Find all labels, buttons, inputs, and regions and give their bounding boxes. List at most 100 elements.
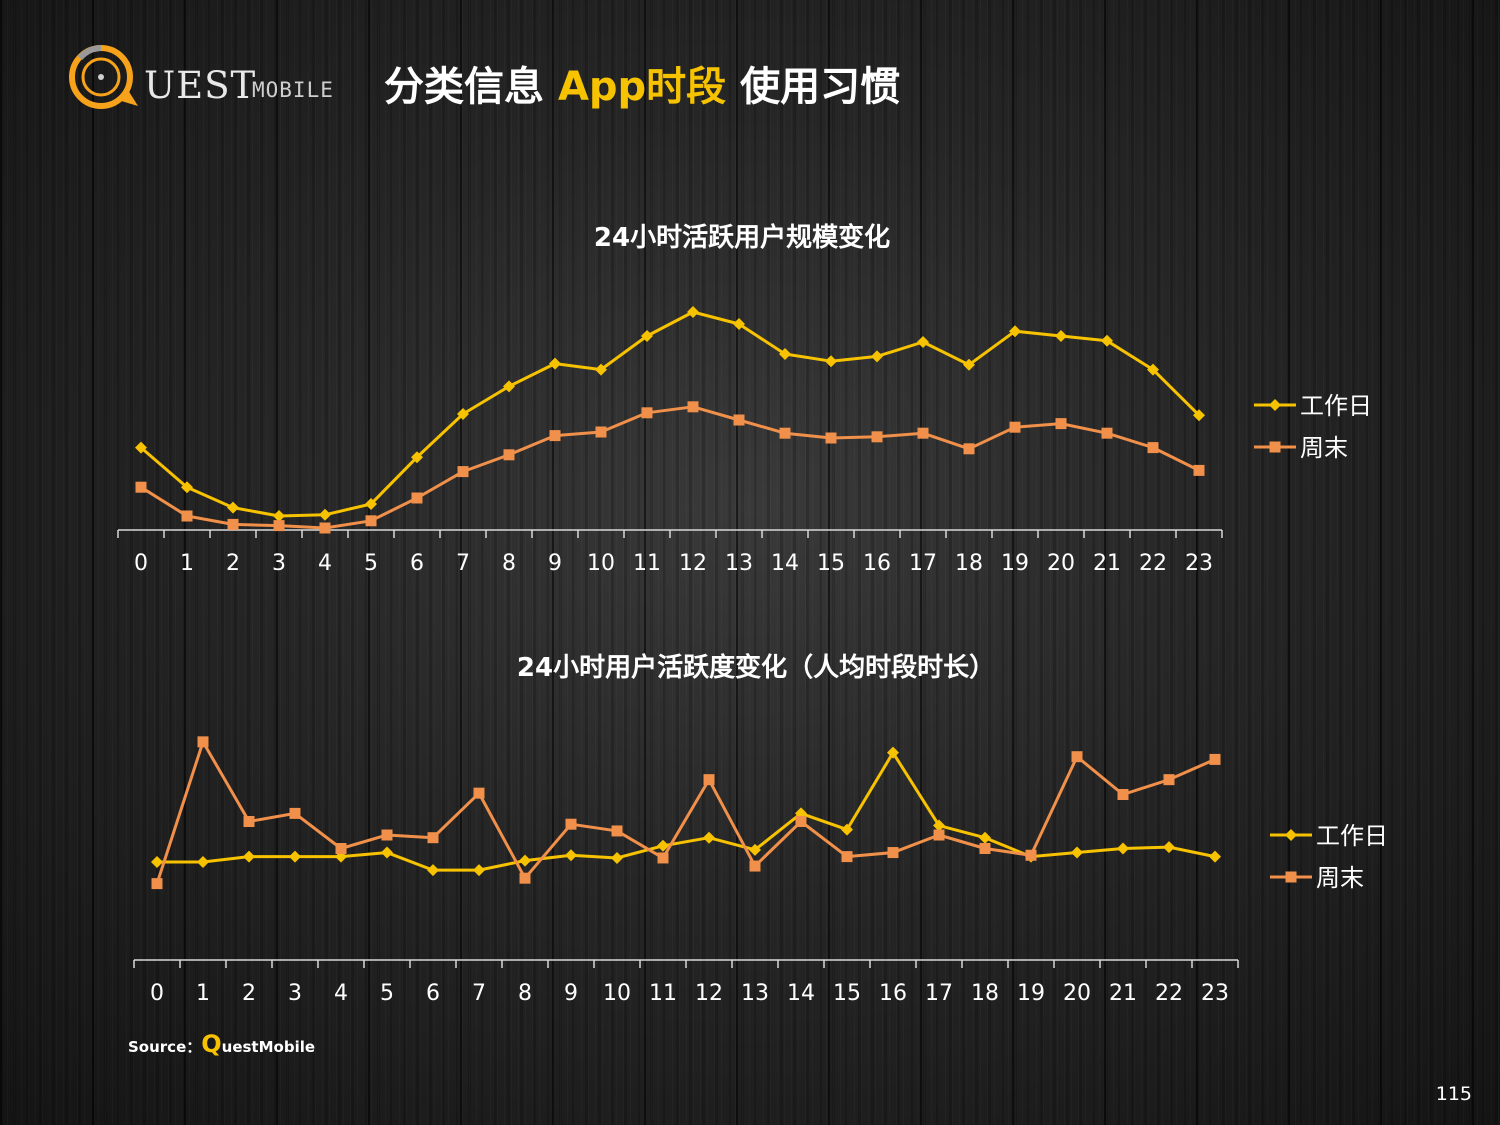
x-tick-label-0-3: 3	[272, 551, 286, 576]
x-tick-label-0-4: 4	[318, 551, 332, 576]
x-tick-label-0-11: 11	[633, 551, 661, 576]
data-point-0-0-21	[1101, 334, 1113, 347]
x-tick-label-0-13: 13	[725, 551, 753, 576]
data-point-0-1-7	[457, 466, 469, 478]
x-tick-label-1-18: 18	[971, 981, 999, 1006]
data-point-1-0-22	[1163, 841, 1175, 854]
x-tick-label-1-15: 15	[833, 981, 861, 1006]
legend-marker-0-0	[1269, 399, 1281, 411]
data-point-0-0-9	[549, 357, 561, 370]
data-point-1-0-0	[151, 856, 163, 868]
data-point-1-1-13	[749, 860, 761, 872]
data-point-0-1-3	[273, 520, 285, 532]
x-tick-label-0-6: 6	[410, 551, 424, 576]
data-point-1-1-4	[335, 843, 347, 854]
x-tick-label-1-8: 8	[518, 981, 532, 1006]
data-point-1-1-21	[1117, 789, 1129, 800]
data-point-1-0-8	[519, 854, 531, 867]
x-tick-label-0-7: 7	[456, 551, 470, 576]
data-point-0-1-15	[825, 432, 837, 444]
data-point-0-0-20	[1055, 330, 1067, 342]
x-tick-label-1-1: 1	[196, 981, 210, 1006]
page-title: 分类信息 App时段 使用习惯	[384, 54, 900, 112]
source-name: uestMobile	[221, 1038, 316, 1056]
data-point-1-0-21	[1117, 842, 1129, 855]
data-point-1-0-16	[887, 746, 899, 759]
data-point-1-1-7	[473, 787, 485, 799]
x-tick-label-1-10: 10	[603, 981, 631, 1006]
data-point-0-0-12	[687, 306, 699, 318]
data-point-0-1-10	[595, 426, 607, 438]
data-point-0-1-1	[181, 510, 193, 522]
source-q: Q	[201, 1030, 222, 1058]
x-tick-label-1-2: 2	[242, 981, 256, 1006]
x-tick-label-1-0: 0	[150, 981, 164, 1006]
data-point-0-0-15	[825, 355, 837, 368]
legend-label-0-1: 周末	[1300, 434, 1348, 462]
logo-gray-arc-icon	[77, 45, 102, 61]
title-part-app: App时段	[557, 64, 727, 110]
data-point-1-0-13	[749, 843, 761, 856]
data-point-0-0-23	[1193, 409, 1205, 422]
data-point-0-1-4	[319, 522, 331, 534]
data-point-1-0-5	[381, 846, 393, 859]
data-point-0-0-6	[411, 451, 423, 464]
data-point-1-0-23	[1209, 850, 1221, 863]
data-point-0-0-7	[457, 408, 469, 420]
data-point-0-0-22	[1147, 363, 1159, 376]
x-tick-label-0-9: 9	[548, 551, 562, 576]
x-tick-label-0-1: 1	[180, 551, 194, 576]
logo-subtext: MOBILE	[252, 78, 334, 102]
x-tick-label-0-15: 15	[817, 551, 845, 576]
x-tick-label-1-22: 22	[1155, 981, 1183, 1006]
data-point-1-0-3	[289, 850, 301, 863]
data-point-0-1-12	[687, 401, 699, 413]
x-tick-label-1-19: 19	[1017, 981, 1045, 1006]
questmobile-logo	[69, 45, 138, 109]
data-point-0-0-13	[733, 318, 745, 330]
data-point-1-1-17	[933, 829, 945, 841]
data-point-0-0-0	[135, 441, 147, 454]
data-point-0-1-6	[411, 492, 423, 504]
data-point-0-1-8	[503, 449, 515, 461]
chart-title-0: 24小时活跃用户规模变化	[594, 222, 890, 253]
source-note: Source：QuestMobile	[128, 1030, 315, 1058]
data-point-0-0-16	[871, 350, 883, 363]
data-point-1-1-3	[289, 807, 301, 819]
data-point-1-0-7	[473, 864, 485, 877]
series-line-0-0	[140, 310, 1201, 518]
x-tick-label-0-23: 23	[1185, 551, 1213, 576]
x-tick-label-1-23: 23	[1201, 981, 1229, 1006]
data-point-0-1-11	[641, 407, 653, 419]
data-point-1-1-18	[979, 843, 991, 854]
x-tick-label-1-9: 9	[564, 981, 578, 1006]
data-point-1-1-9	[565, 818, 577, 830]
x-tick-label-1-14: 14	[787, 981, 815, 1006]
data-point-1-0-1	[197, 856, 209, 868]
data-point-0-0-11	[641, 330, 653, 342]
legend-label-1-0: 工作日	[1316, 822, 1388, 850]
series-line-1-1	[155, 740, 1216, 885]
data-point-0-0-14	[779, 348, 791, 360]
data-point-1-0-6	[427, 864, 439, 877]
x-tick-label-1-4: 4	[334, 981, 348, 1006]
legend-marker-1-0	[1285, 829, 1297, 841]
data-point-1-0-2	[243, 850, 255, 863]
logo-ring-icon	[69, 45, 133, 109]
x-tick-label-0-19: 19	[1001, 551, 1029, 576]
source-label: Source：	[128, 1038, 202, 1056]
data-point-1-1-23	[1209, 753, 1221, 765]
data-point-1-1-10	[611, 825, 623, 837]
data-point-1-0-12	[703, 831, 715, 844]
data-point-0-0-18	[963, 358, 975, 371]
data-point-1-1-20	[1071, 751, 1083, 763]
x-tick-label-1-16: 16	[879, 981, 907, 1006]
title-part-1: 分类信息	[384, 64, 558, 110]
x-tick-label-0-21: 21	[1093, 551, 1121, 576]
data-point-1-0-10	[611, 851, 623, 864]
data-point-0-0-5	[365, 498, 377, 510]
x-tick-label-0-16: 16	[863, 551, 891, 576]
title-part-3: 使用习惯	[726, 64, 901, 110]
data-point-1-0-20	[1071, 846, 1083, 859]
x-tick-label-0-14: 14	[771, 551, 799, 576]
